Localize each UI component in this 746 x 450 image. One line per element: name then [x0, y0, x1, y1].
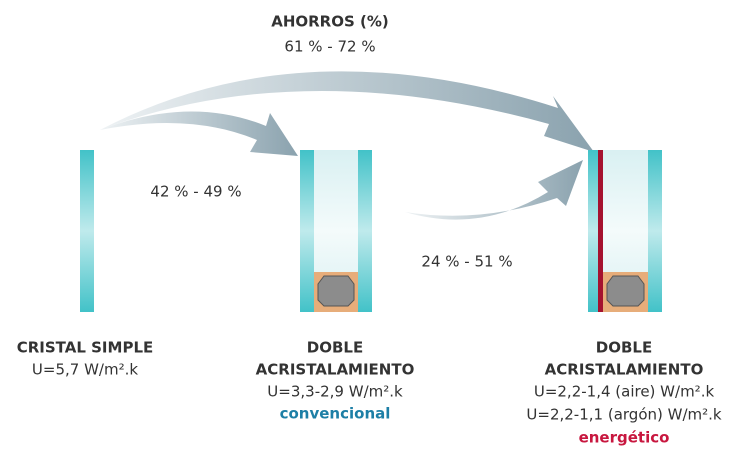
arrow-large	[100, 71, 594, 152]
title: AHORROS (%)	[271, 13, 389, 31]
panel-title: DOBLE	[307, 339, 363, 357]
savings-range: 61 % - 72 %	[284, 38, 375, 56]
panel-line: U=5,7 W/m².k	[32, 361, 138, 379]
double-glass-low-e	[588, 150, 662, 312]
glass-pane	[80, 150, 94, 312]
savings-label: 42 % - 49 %	[150, 183, 241, 201]
panel-title: ACRISTALAMIENTO	[545, 361, 704, 379]
panel-line: U=3,3-2,9 W/m².k	[267, 383, 403, 401]
panel-title: CRISTAL SIMPLE	[17, 339, 154, 357]
savings-label: 24 % - 51 %	[421, 253, 512, 271]
arrow-2	[405, 160, 583, 220]
double-glass	[300, 150, 372, 312]
arrow-1	[100, 111, 298, 156]
panel-line: U=2,2-1,1 (argón) W/m².k	[526, 406, 721, 424]
panel-title: DOBLE	[596, 339, 652, 357]
panel-tag: convencional	[280, 405, 391, 423]
panel-title: ACRISTALAMIENTO	[256, 361, 415, 379]
panel-tag: energético	[579, 429, 670, 447]
panel-line: U=2,2-1,4 (aire) W/m².k	[534, 383, 715, 401]
